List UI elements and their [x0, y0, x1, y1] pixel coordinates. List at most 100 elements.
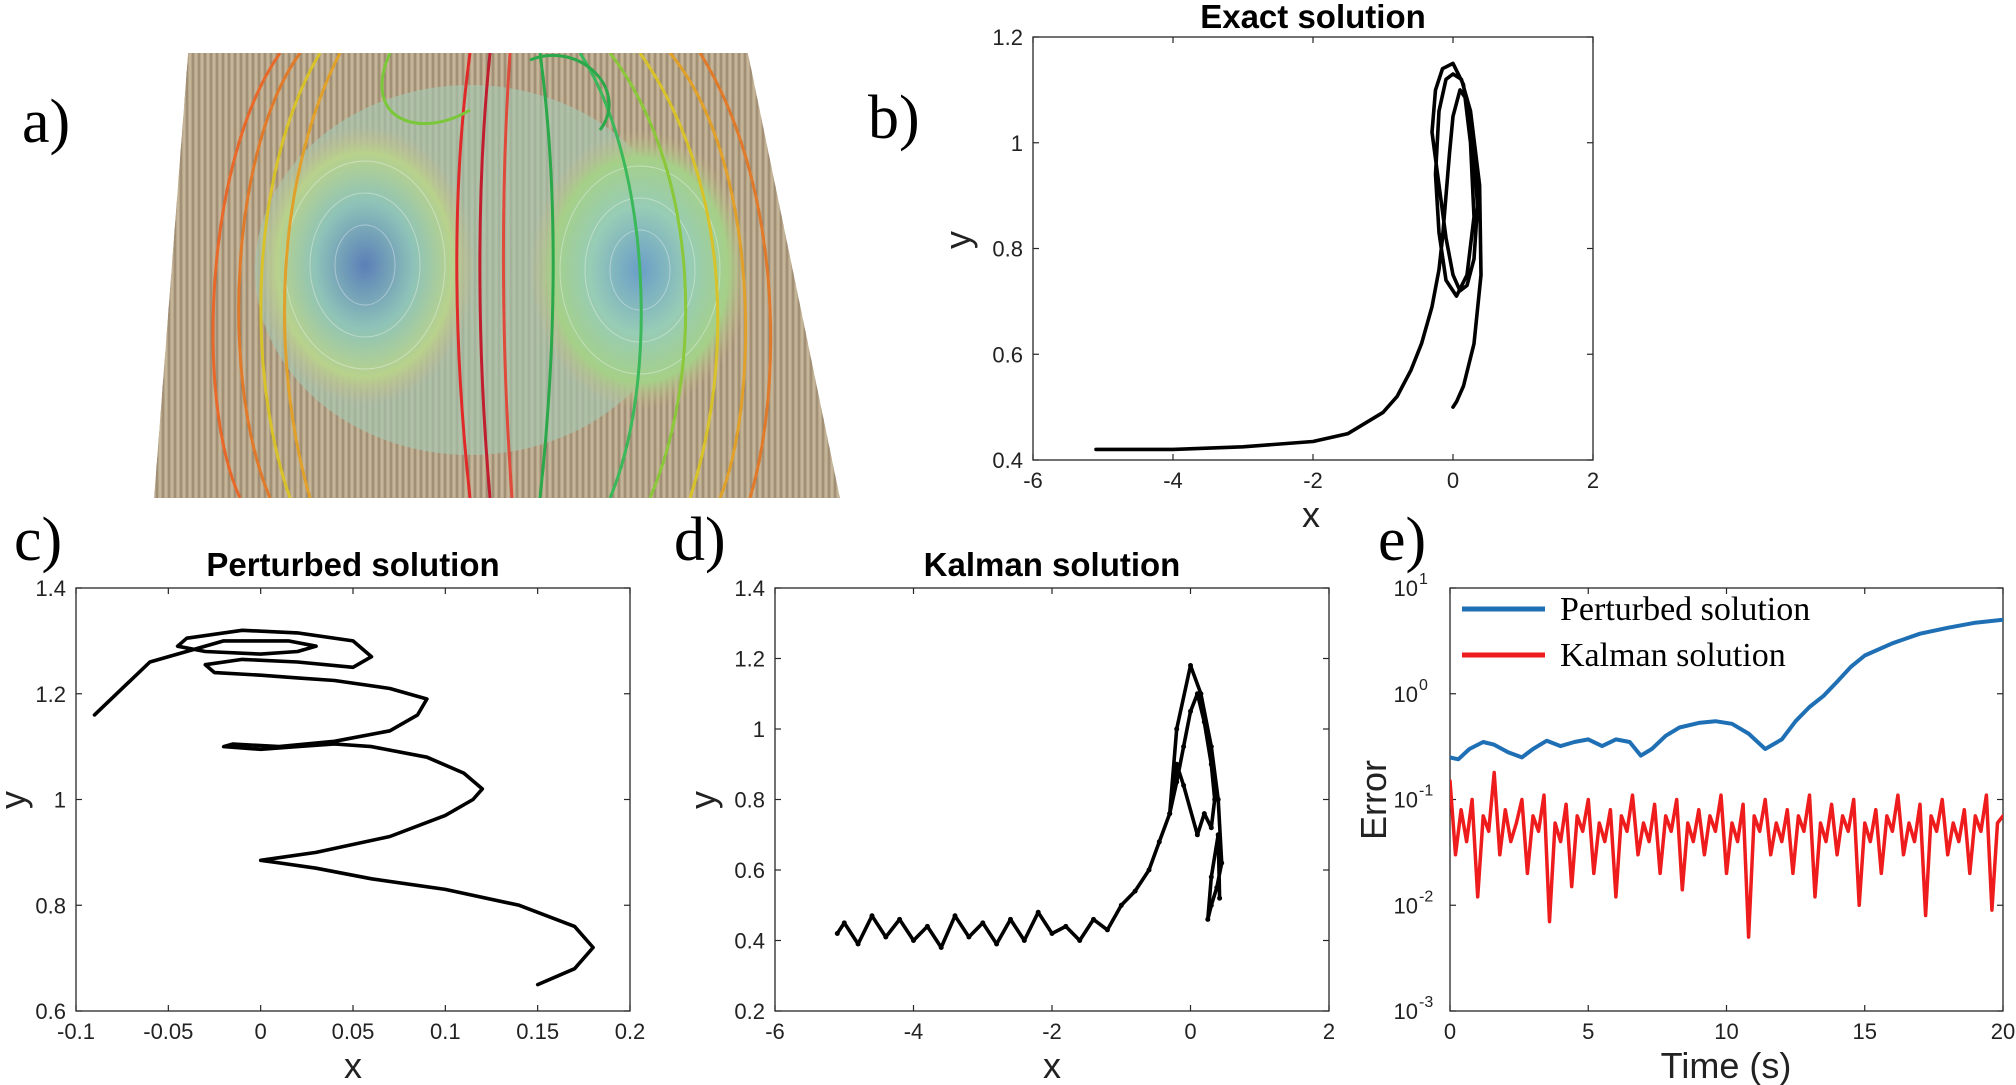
y-tick-exponent: 0 [1419, 677, 1428, 694]
data-point [834, 931, 840, 936]
chart-b-series-group [1094, 61, 1483, 452]
data-point [994, 941, 1000, 947]
data-point [1201, 811, 1207, 817]
data-point [1181, 744, 1187, 750]
y-tick-label: 10 [1394, 682, 1418, 707]
y-tick-label: 10 [1394, 788, 1418, 813]
data-point [1208, 874, 1214, 880]
data-point [1174, 779, 1180, 785]
chart-d-xlabel: x [1043, 1045, 1061, 1085]
chart-b-ylabel: y [937, 231, 978, 249]
data-point [1188, 708, 1193, 714]
data-point [1201, 719, 1207, 725]
x-tick-label: 10 [1714, 1019, 1738, 1044]
data-point [1049, 931, 1055, 936]
y-tick-exponent: -2 [1419, 888, 1433, 905]
data-point [1035, 909, 1041, 915]
data-point [841, 920, 847, 926]
y-tick-label: 0.8 [734, 788, 765, 813]
y-tick-label: 1.2 [35, 682, 66, 707]
data-point [1217, 895, 1223, 901]
data-point [1214, 885, 1220, 891]
panel-label-e: e) [1378, 506, 1426, 574]
series-line-e-1 [1450, 770, 2003, 939]
data-point [924, 923, 930, 929]
data-point [1212, 797, 1218, 802]
x-tick-label: 5 [1582, 1019, 1594, 1044]
y-tick-label: 1 [753, 717, 765, 742]
x-tick-label: 0 [255, 1019, 267, 1044]
chart-c-ticks: -0.1 -0.05 0 0.05 0.1 0.15 0.2 0.6 0.8 1 1.2 1.4 [35, 576, 645, 1044]
x-tick-label: 0 [1447, 468, 1459, 493]
y-tick-label: 1.4 [734, 576, 765, 601]
data-point [897, 916, 903, 922]
data-point [1194, 691, 1200, 697]
panel-label-a: a) [22, 88, 70, 156]
chart-c-plot-area [75, 587, 631, 1012]
data-point [1205, 916, 1211, 922]
data-point [1174, 726, 1180, 732]
data-point [1215, 797, 1221, 802]
data-point [1208, 761, 1214, 767]
x-tick-label: 15 [1853, 1019, 1877, 1044]
x-tick-label: 20 [1991, 1019, 2015, 1044]
y-tick-label: 0.6 [734, 858, 765, 883]
y-tick-exponent: 1 [1419, 571, 1428, 588]
data-point [1167, 811, 1173, 817]
series-line-e-0 [1450, 617, 2003, 762]
y-tick-label: 0.2 [734, 999, 765, 1024]
x-tick-label: -6 [765, 1019, 785, 1044]
data-point [1132, 888, 1138, 894]
y-tick-exponent: -3 [1419, 994, 1433, 1011]
data-point [980, 920, 986, 926]
chart-c-series-group [92, 628, 595, 987]
x-tick-label: 2 [1323, 1019, 1335, 1044]
y-tick-label: 0.8 [35, 893, 66, 918]
x-tick-label: 0.1 [430, 1019, 461, 1044]
x-tick-label: -2 [1042, 1019, 1062, 1044]
data-point [1118, 902, 1124, 908]
chart-c-title: Perturbed solution [206, 546, 499, 583]
data-point [1146, 867, 1152, 873]
data-point [966, 934, 972, 940]
x-tick-label: 0 [1184, 1019, 1196, 1044]
data-point [1174, 761, 1180, 767]
data-point [1063, 923, 1069, 929]
y-tick-label: 0.4 [992, 448, 1023, 473]
chart-b-plot-area [1032, 36, 1594, 461]
y-tick-label: 1.2 [992, 25, 1023, 50]
data-point [952, 913, 958, 919]
x-tick-label: -0.1 [57, 1019, 95, 1044]
x-tick-label: -4 [1163, 468, 1183, 493]
chart-b-ticks: -6 -4 -2 0 2 0.4 0.6 0.8 1 1.2 [992, 25, 1599, 493]
chart-c-xlabel: x [344, 1045, 362, 1085]
data-point [1188, 663, 1193, 668]
chart-b-xlabel: x [1302, 494, 1320, 535]
panel-label-c: c) [14, 506, 62, 574]
data-point [1208, 744, 1214, 750]
y-tick-label: 1.4 [35, 576, 66, 601]
y-tick-label: 0.8 [992, 237, 1023, 262]
x-tick-label: -4 [904, 1019, 924, 1044]
data-point [1104, 927, 1110, 933]
y-tick-label: 10 [1394, 893, 1418, 918]
chart-b-title: Exact solution [1200, 0, 1426, 35]
chart-d-ylabel: y [682, 791, 723, 809]
data-point [883, 934, 889, 940]
chart-perturbed-solution: Perturbed solution -0.1 -0.05 0 0.05 0.1 0.15… [0, 546, 645, 1085]
y-tick-label: 0.6 [992, 342, 1023, 367]
data-point [1194, 832, 1200, 838]
chart-e-ylabel: Error [1353, 760, 1394, 840]
chart-d-plot-area [774, 587, 1330, 1012]
data-point [1219, 860, 1225, 866]
x-tick-label: 0.15 [516, 1019, 559, 1044]
y-tick-label: 1 [54, 788, 66, 813]
chart-d-series-group [834, 663, 1225, 950]
data-point [1208, 902, 1214, 908]
chart-e-xlabel: Time (s) [1661, 1045, 1792, 1085]
data-point [911, 938, 916, 943]
data-point [1208, 825, 1214, 831]
y-tick-label: 10 [1394, 576, 1418, 601]
chart-d-title: Kalman solution [924, 546, 1181, 583]
y-tick-exponent: -1 [1419, 783, 1433, 800]
